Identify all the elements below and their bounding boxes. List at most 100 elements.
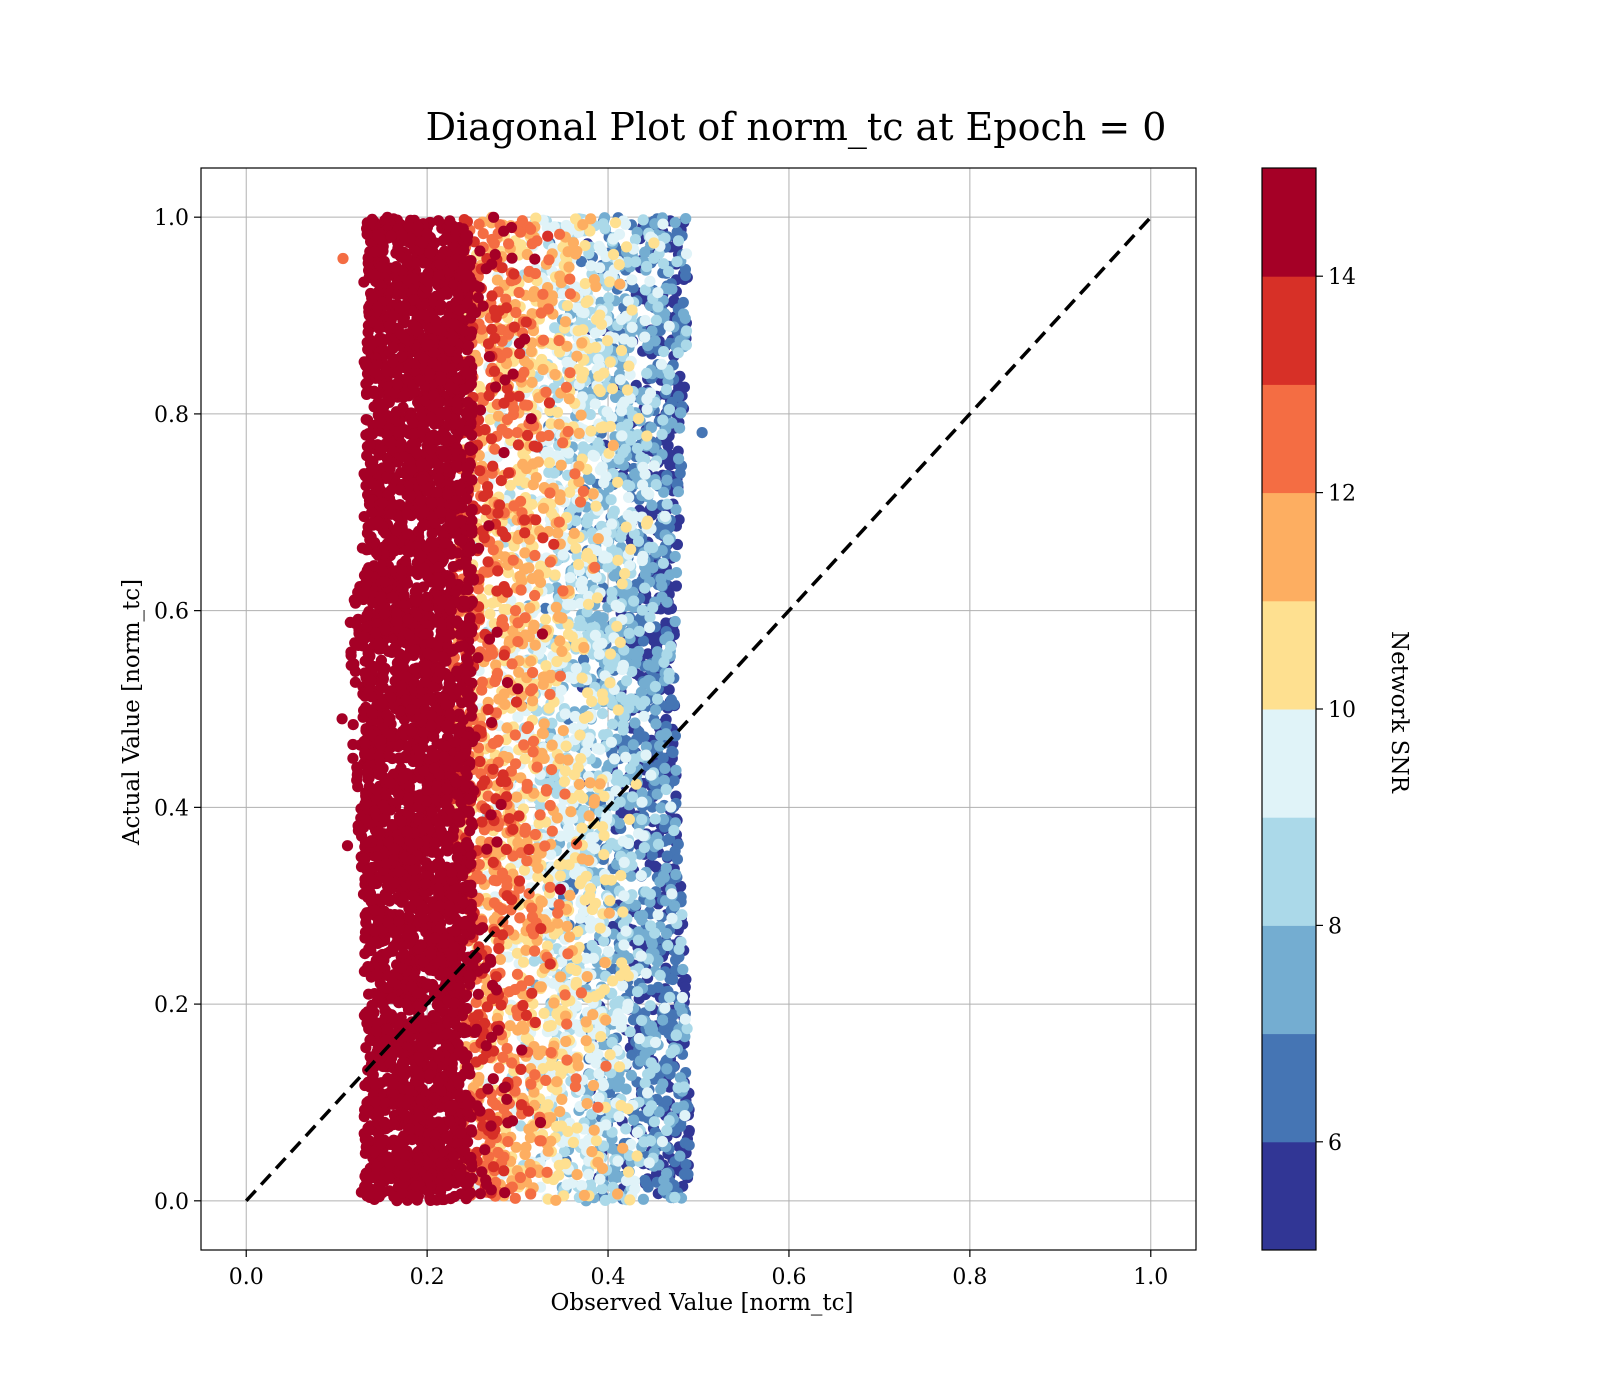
data-point	[580, 870, 592, 882]
data-point	[489, 248, 501, 261]
data-point	[540, 1074, 552, 1086]
data-point	[680, 248, 693, 260]
data-point	[613, 259, 625, 271]
data-point	[665, 801, 677, 813]
data-point	[679, 1110, 691, 1122]
data-point	[592, 1101, 604, 1113]
data-point	[602, 946, 615, 958]
data-point	[484, 608, 496, 620]
data-point	[560, 740, 572, 752]
data-point	[637, 214, 649, 226]
data-point	[569, 710, 581, 723]
data-point	[509, 729, 521, 741]
data-point	[589, 793, 601, 806]
data-point	[511, 791, 523, 803]
data-point	[624, 480, 636, 492]
data-point	[550, 601, 562, 613]
data-point	[652, 287, 664, 299]
data-point	[556, 858, 568, 870]
data-point	[615, 344, 628, 357]
data-point	[587, 449, 599, 461]
data-point	[641, 486, 653, 498]
data-point	[527, 746, 539, 758]
data-point	[612, 554, 624, 566]
data-point	[554, 270, 566, 282]
data-point	[509, 1192, 521, 1204]
data-point	[669, 1191, 681, 1203]
data-point	[659, 510, 671, 522]
data-point	[650, 704, 662, 716]
data-point	[598, 935, 610, 947]
data-point	[575, 256, 588, 268]
data-point	[625, 543, 637, 555]
data-point	[633, 625, 645, 637]
data-point	[629, 717, 641, 729]
data-point	[500, 531, 512, 543]
data-point	[616, 957, 628, 969]
data-point	[617, 1142, 629, 1154]
data-point	[479, 424, 491, 436]
data-point	[563, 261, 575, 273]
data-point	[615, 870, 627, 882]
data-point	[650, 718, 662, 730]
data-point	[588, 274, 601, 286]
data-point	[627, 739, 639, 751]
data-point	[594, 778, 606, 790]
data-point	[526, 911, 539, 923]
data-point	[544, 799, 556, 812]
data-point	[597, 218, 609, 230]
data-point	[628, 1114, 640, 1126]
data-point	[647, 601, 659, 614]
data-point	[661, 1063, 673, 1075]
data-point	[576, 575, 588, 587]
data-point	[613, 1061, 626, 1073]
data-point	[604, 648, 617, 660]
data-point	[581, 1098, 593, 1110]
data-point	[577, 219, 589, 231]
data-point	[540, 784, 553, 796]
data-point	[515, 584, 527, 596]
data-point	[604, 1049, 616, 1061]
data-point	[578, 641, 590, 654]
data-point	[623, 491, 635, 503]
data-point	[658, 871, 670, 884]
data-point	[667, 1009, 680, 1021]
data-point	[577, 792, 589, 804]
data-point	[680, 213, 692, 225]
data-point	[561, 1018, 573, 1030]
data-point	[637, 1193, 650, 1205]
data-point	[587, 488, 599, 500]
data-point	[516, 1044, 528, 1056]
data-point	[619, 568, 631, 580]
data-point	[493, 1062, 505, 1074]
data-point	[521, 778, 533, 790]
data-point	[597, 694, 609, 706]
data-point	[640, 749, 652, 761]
data-point	[524, 602, 536, 614]
data-point	[561, 300, 574, 312]
data-point	[633, 910, 646, 922]
data-point	[530, 514, 542, 526]
data-point	[542, 1020, 555, 1032]
data-point	[632, 986, 644, 998]
data-point	[501, 347, 513, 359]
data-point	[573, 427, 585, 439]
data-point	[657, 557, 670, 569]
data-point	[616, 430, 628, 442]
data-point	[680, 1158, 692, 1170]
data-point	[555, 459, 567, 471]
data-point	[606, 383, 619, 395]
data-point	[490, 381, 502, 393]
data-point	[545, 1135, 557, 1147]
data-point	[657, 414, 669, 426]
data-point	[594, 262, 606, 274]
data-point	[663, 404, 676, 416]
data-point	[644, 1067, 656, 1079]
data-point	[519, 1148, 531, 1160]
data-point	[581, 547, 594, 560]
data-point	[672, 838, 684, 850]
data-point	[607, 439, 619, 451]
data-point	[544, 881, 556, 893]
data-point	[536, 727, 549, 739]
